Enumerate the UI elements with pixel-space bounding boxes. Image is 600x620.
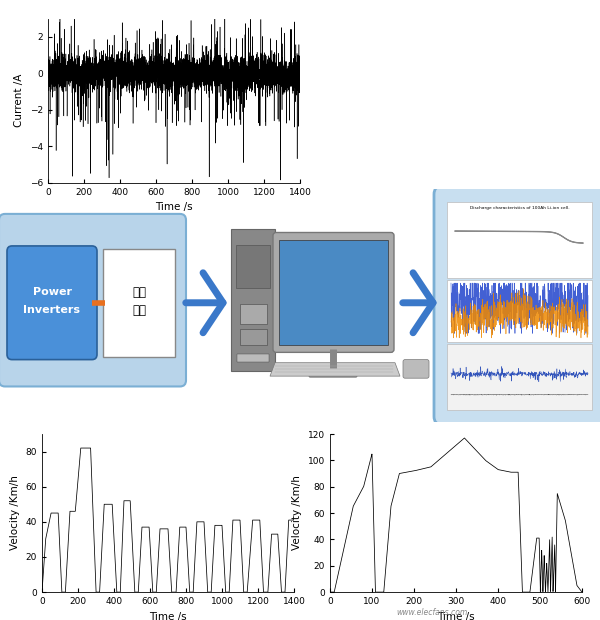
Text: 系统: 系统 [132, 304, 146, 316]
Y-axis label: Velocity /Km/h: Velocity /Km/h [10, 476, 20, 551]
FancyBboxPatch shape [447, 280, 592, 342]
FancyBboxPatch shape [309, 365, 357, 377]
FancyBboxPatch shape [273, 232, 394, 352]
FancyBboxPatch shape [447, 202, 592, 278]
FancyBboxPatch shape [231, 229, 275, 371]
FancyBboxPatch shape [447, 344, 592, 410]
Text: Discharge characteristics of 100Ah Li-ion cell.: Discharge characteristics of 100Ah Li-io… [470, 206, 570, 210]
Y-axis label: Current /A: Current /A [14, 74, 25, 128]
Text: www.elecfans.com: www.elecfans.com [397, 608, 467, 617]
Polygon shape [270, 363, 400, 376]
Text: 电池: 电池 [132, 286, 146, 299]
FancyBboxPatch shape [434, 186, 600, 425]
FancyBboxPatch shape [103, 249, 175, 356]
X-axis label: Time /s: Time /s [437, 611, 475, 620]
FancyBboxPatch shape [0, 214, 186, 386]
FancyBboxPatch shape [7, 246, 97, 360]
FancyBboxPatch shape [236, 354, 269, 362]
Y-axis label: Velocity /Km/h: Velocity /Km/h [292, 476, 302, 551]
FancyBboxPatch shape [236, 245, 270, 288]
Text: Power: Power [32, 288, 71, 298]
FancyBboxPatch shape [403, 360, 429, 378]
X-axis label: Time /s: Time /s [149, 611, 187, 620]
FancyBboxPatch shape [239, 304, 266, 324]
X-axis label: Time /s: Time /s [155, 202, 193, 212]
FancyBboxPatch shape [239, 329, 266, 345]
Text: Inverters: Inverters [23, 305, 80, 315]
FancyBboxPatch shape [279, 240, 388, 345]
